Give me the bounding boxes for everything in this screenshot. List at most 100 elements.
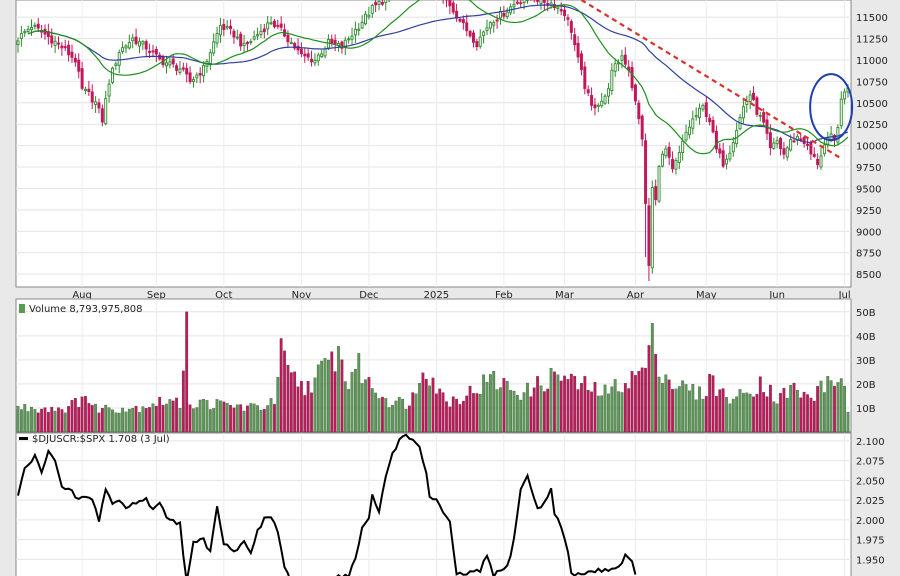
candle-body bbox=[569, 21, 573, 33]
volume-bar bbox=[178, 408, 182, 433]
candle-body bbox=[664, 148, 668, 157]
price-x-tick-label: Nov bbox=[292, 290, 312, 301]
volume-bar bbox=[512, 390, 516, 433]
price-y-tick-label: 11000 bbox=[856, 56, 888, 67]
volume-bar bbox=[563, 375, 566, 433]
price-x-tick-label: Apr bbox=[627, 290, 645, 301]
candle-body bbox=[370, 4, 374, 14]
volume-bar bbox=[475, 393, 479, 433]
volume-bar bbox=[202, 399, 205, 433]
candle-body bbox=[374, 2, 378, 6]
volume-bar bbox=[127, 408, 131, 433]
candle-body bbox=[303, 53, 307, 57]
ratio-y-tick-label: 2.025 bbox=[856, 496, 885, 507]
candle-body bbox=[367, 14, 371, 18]
volume-bar bbox=[70, 400, 74, 433]
volume-bar bbox=[698, 386, 701, 433]
candle-body bbox=[63, 46, 67, 49]
candle-body bbox=[694, 115, 698, 118]
volume-bar bbox=[111, 409, 114, 433]
volume-bar bbox=[161, 405, 165, 433]
volume-bar bbox=[441, 392, 445, 433]
volume-bar bbox=[755, 394, 759, 433]
candle-body bbox=[633, 84, 637, 102]
candle-body bbox=[762, 112, 766, 123]
volume-bar bbox=[370, 388, 374, 433]
volume-bar bbox=[165, 403, 168, 433]
price-grid bbox=[16, 0, 851, 287]
volume-bar bbox=[576, 389, 580, 433]
candle-body bbox=[600, 100, 604, 107]
candle-body bbox=[90, 91, 94, 103]
candle-body bbox=[296, 45, 300, 51]
volume-bar bbox=[391, 404, 394, 433]
volume-bar bbox=[306, 380, 310, 433]
candle-body bbox=[806, 143, 810, 146]
volume-bar bbox=[745, 392, 749, 433]
volume-bar bbox=[539, 385, 543, 433]
volume-bar bbox=[273, 404, 276, 433]
candle-body bbox=[26, 28, 30, 32]
candle-body bbox=[53, 40, 57, 46]
volume-bar bbox=[117, 412, 121, 433]
volume-bar bbox=[259, 409, 263, 433]
volume-bar bbox=[792, 382, 796, 433]
volume-bar bbox=[782, 387, 786, 433]
volume-bar bbox=[73, 398, 77, 433]
volume-bar bbox=[205, 400, 209, 433]
volume-bar bbox=[843, 385, 847, 433]
volume-bar bbox=[26, 411, 30, 433]
candle-body bbox=[256, 34, 260, 37]
volume-bar bbox=[620, 392, 624, 433]
candle-body bbox=[610, 69, 614, 91]
volume-bar bbox=[252, 403, 256, 433]
candle-body bbox=[775, 140, 779, 145]
volume-bar bbox=[296, 386, 300, 433]
volume-title: Volume 8,793,975,808 bbox=[29, 304, 143, 315]
volume-bar bbox=[738, 389, 742, 433]
volume-bar bbox=[87, 403, 91, 433]
volume-bar bbox=[313, 377, 317, 433]
volume-bar bbox=[198, 399, 202, 433]
candle-body bbox=[836, 127, 840, 143]
price-panel-background bbox=[15, 0, 852, 288]
candle-body bbox=[839, 98, 843, 127]
volume-bar bbox=[819, 380, 823, 433]
volume-bar bbox=[711, 375, 715, 433]
volume-bar bbox=[590, 391, 593, 433]
price-x-tick-label: Sep bbox=[147, 290, 166, 301]
price-y-tick-label: 8500 bbox=[856, 270, 881, 281]
price-y-tick-label: 9000 bbox=[856, 227, 881, 238]
candle-body bbox=[239, 33, 243, 47]
volume-bar bbox=[303, 395, 307, 433]
candle-body bbox=[492, 22, 496, 26]
candle-body bbox=[127, 42, 131, 49]
volume-bar bbox=[839, 378, 843, 433]
price-candles bbox=[16, 0, 850, 282]
price-x-tick-label: Jul bbox=[838, 290, 851, 301]
volume-bar bbox=[134, 405, 138, 433]
volume-bar bbox=[225, 402, 229, 433]
volume-bar bbox=[84, 396, 87, 433]
candle-body bbox=[714, 130, 718, 150]
volume-bar bbox=[256, 405, 259, 433]
volume-bar bbox=[715, 396, 718, 433]
candle-body bbox=[229, 25, 233, 30]
volume-bar bbox=[424, 378, 428, 433]
candle-body bbox=[310, 58, 314, 63]
volume-bar bbox=[593, 381, 597, 433]
ratio-y-axis: 1.950 1.975 2.000 2.025 2.050 2.075 2.100 bbox=[856, 437, 885, 566]
candle-body bbox=[650, 187, 654, 269]
ratio-title: $DJUSCR:$SPX 1.708 (3 Jul) bbox=[32, 434, 170, 445]
volume-bar bbox=[833, 385, 836, 433]
candle-body bbox=[684, 131, 688, 141]
candle-body bbox=[478, 36, 482, 47]
ratio-panel-background bbox=[15, 432, 852, 576]
volume-bar bbox=[53, 410, 57, 433]
volume-bar bbox=[667, 379, 671, 433]
candle-body bbox=[80, 68, 84, 89]
volume-bar bbox=[721, 388, 725, 433]
volume-bar bbox=[289, 372, 293, 433]
volume-bar bbox=[279, 338, 283, 433]
